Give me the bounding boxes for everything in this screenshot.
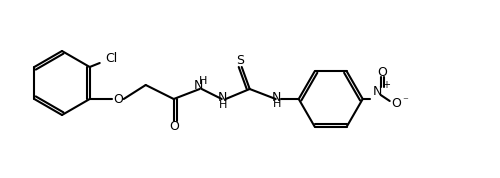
Text: O: O [169, 121, 178, 134]
Text: N: N [272, 90, 281, 103]
Text: N: N [194, 78, 203, 91]
Text: S: S [236, 54, 244, 67]
Text: N: N [218, 90, 228, 103]
Text: O: O [377, 66, 386, 78]
Text: ⁻: ⁻ [402, 96, 407, 106]
Text: H: H [218, 100, 227, 110]
Text: Cl: Cl [106, 53, 118, 66]
Text: H: H [272, 99, 281, 109]
Text: O: O [113, 93, 122, 106]
Text: H: H [198, 76, 207, 86]
Text: +: + [382, 80, 390, 90]
Text: N: N [373, 85, 382, 98]
Text: O: O [391, 96, 400, 109]
